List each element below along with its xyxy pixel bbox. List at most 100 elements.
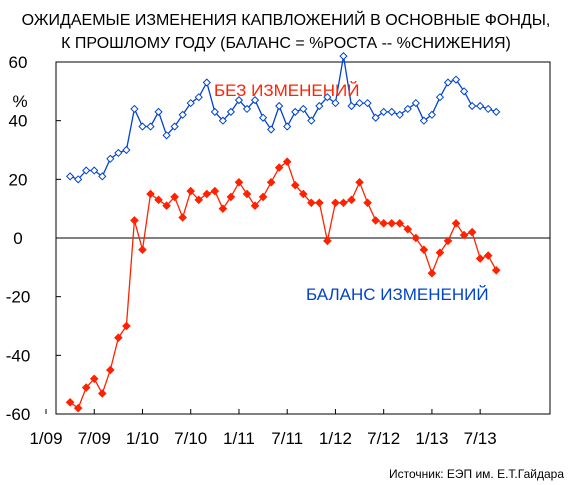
data-point bbox=[234, 177, 244, 187]
data-point bbox=[226, 107, 236, 116]
data-point bbox=[307, 116, 316, 125]
data-point bbox=[242, 104, 252, 114]
data-point bbox=[451, 219, 461, 228]
x-tick-label: 7/11 bbox=[271, 429, 303, 448]
data-point bbox=[451, 75, 461, 84]
data-point bbox=[210, 186, 220, 196]
data-point bbox=[97, 389, 107, 398]
data-point bbox=[387, 219, 397, 228]
data-point bbox=[355, 177, 364, 187]
data-point bbox=[122, 145, 131, 155]
data-point bbox=[443, 78, 453, 87]
data-point bbox=[178, 213, 187, 222]
data-point bbox=[234, 96, 244, 105]
data-point bbox=[250, 96, 260, 105]
data-point bbox=[403, 104, 412, 114]
data-point bbox=[395, 110, 404, 119]
y-tick-label: 60 bbox=[9, 53, 28, 72]
data-point bbox=[81, 383, 91, 392]
source-note: Источник: ЕЭП им. Е.Т.Гайдара bbox=[389, 467, 564, 481]
data-point bbox=[290, 180, 300, 190]
y-tick-label: 20 bbox=[9, 170, 28, 189]
data-point bbox=[283, 122, 292, 131]
data-point bbox=[266, 177, 276, 187]
data-point bbox=[130, 216, 139, 225]
series-label-no-change: БЕЗ ИЗМЕНЕНИЙ bbox=[214, 81, 359, 100]
chart-title-line-1: ОЖИДАЕМЫЕ ИЗМЕНЕНИЯ КАПВЛОЖЕНИЙ В ОСНОВН… bbox=[22, 10, 551, 29]
data-point bbox=[411, 98, 420, 108]
data-point bbox=[114, 148, 123, 158]
data-point bbox=[419, 245, 429, 255]
data-point bbox=[267, 125, 276, 134]
data-point bbox=[106, 365, 115, 375]
data-point bbox=[435, 248, 445, 257]
data-point bbox=[315, 198, 324, 208]
data-point bbox=[154, 107, 163, 116]
x-tick-label: 7/12 bbox=[367, 429, 400, 448]
data-point bbox=[218, 116, 227, 125]
data-point bbox=[435, 93, 445, 102]
data-point bbox=[331, 98, 340, 108]
data-point bbox=[258, 192, 268, 202]
data-point bbox=[443, 236, 453, 246]
data-point bbox=[130, 104, 139, 114]
data-point bbox=[202, 189, 212, 199]
x-tick-label: 1/12 bbox=[319, 429, 352, 448]
data-point bbox=[170, 122, 179, 131]
series-line bbox=[69, 160, 497, 410]
data-point bbox=[170, 192, 179, 202]
data-point bbox=[194, 195, 204, 205]
data-point bbox=[411, 233, 421, 243]
x-tick-label: 1/10 bbox=[126, 429, 159, 448]
data-point bbox=[82, 166, 91, 175]
data-point bbox=[298, 189, 308, 199]
data-point bbox=[347, 101, 356, 111]
data-point bbox=[347, 195, 356, 205]
data-point bbox=[387, 107, 396, 116]
data-point bbox=[492, 107, 501, 116]
x-tick-label: 7/13 bbox=[464, 429, 497, 448]
data-point bbox=[186, 98, 195, 108]
data-point bbox=[162, 131, 171, 140]
y-tick-label: -40 bbox=[6, 346, 31, 365]
data-point bbox=[73, 403, 83, 413]
data-point bbox=[210, 107, 219, 116]
data-point bbox=[202, 78, 211, 87]
data-point bbox=[242, 189, 252, 199]
data-point bbox=[250, 201, 260, 211]
data-point bbox=[459, 230, 469, 240]
data-point bbox=[427, 268, 437, 278]
data-point bbox=[339, 198, 348, 208]
x-tick-label: 7/09 bbox=[78, 429, 111, 448]
x-tick-label: 1/11 bbox=[223, 429, 255, 448]
data-point bbox=[258, 113, 268, 122]
data-point bbox=[146, 122, 155, 131]
data-point bbox=[138, 245, 147, 255]
data-point bbox=[331, 198, 340, 208]
data-point bbox=[363, 98, 372, 108]
data-point bbox=[363, 198, 372, 208]
data-point bbox=[138, 122, 147, 131]
data-point bbox=[106, 154, 115, 163]
data-point bbox=[194, 93, 203, 102]
data-point bbox=[427, 110, 437, 119]
y-tick-label: -60 bbox=[6, 405, 31, 424]
data-point bbox=[419, 116, 428, 125]
y-tick-label: 40 bbox=[9, 112, 28, 131]
data-point bbox=[162, 201, 171, 211]
data-point bbox=[355, 98, 364, 108]
data-point bbox=[178, 110, 187, 119]
data-point bbox=[468, 101, 477, 111]
x-axis: 1/09 7/09 1/10 7/10 1/11 7/11 1/12 7/12 1/13 7/13 bbox=[29, 409, 497, 448]
data-point bbox=[483, 251, 493, 260]
data-point bbox=[74, 175, 83, 184]
x-tick-label: 1/09 bbox=[29, 429, 62, 448]
data-point bbox=[484, 104, 493, 114]
data-point bbox=[154, 195, 163, 205]
data-point bbox=[226, 192, 236, 202]
data-point bbox=[323, 236, 332, 246]
data-point bbox=[299, 104, 308, 114]
series-no-change bbox=[65, 157, 501, 413]
data-point bbox=[186, 186, 196, 196]
data-point bbox=[371, 113, 380, 122]
